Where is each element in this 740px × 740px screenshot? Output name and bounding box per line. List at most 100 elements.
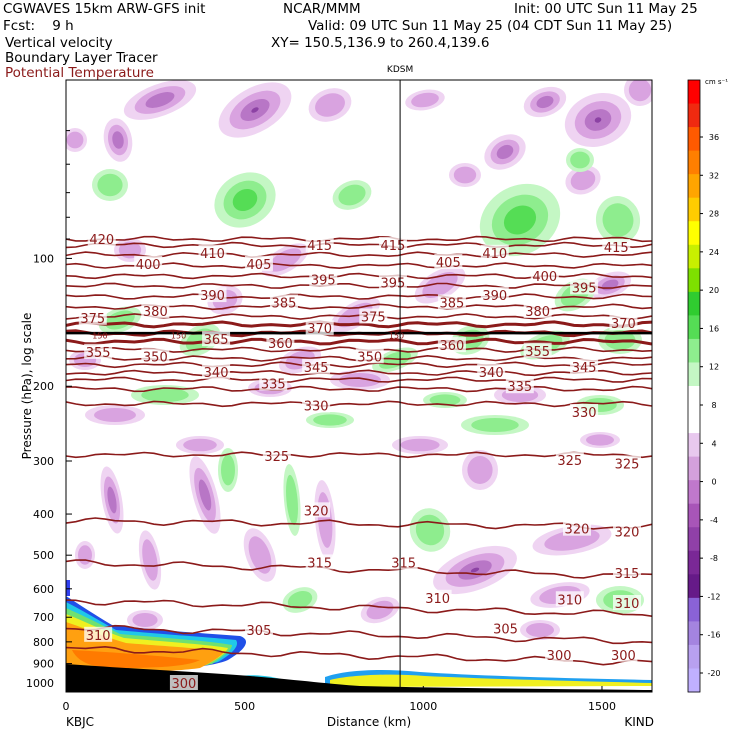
y-tick-label: 500 xyxy=(33,549,54,562)
contour-label: 335 xyxy=(507,380,532,395)
contour-label-bg xyxy=(302,502,331,518)
colorbar-swatch xyxy=(688,668,700,693)
velocity-cell xyxy=(339,373,381,387)
valid-time: Valid: 09 UTC Sun 11 May 25 (04 CDT Sun … xyxy=(308,18,673,34)
organization: NCAR/MMM xyxy=(283,1,361,17)
velocity-cell xyxy=(411,92,439,108)
station-label: KDSM xyxy=(387,65,413,75)
velocity-cell xyxy=(338,184,366,206)
velocity-cell xyxy=(287,591,313,609)
velocity-cell xyxy=(66,131,84,149)
contour-label: 380 xyxy=(143,305,168,320)
contour-label: 370 xyxy=(307,322,332,337)
contour-label: 395 xyxy=(311,273,336,288)
velocity-cell xyxy=(453,166,477,184)
contour-label-bg xyxy=(555,591,584,607)
vertical-velocity-shading xyxy=(66,80,652,640)
x-tick-label: 500 xyxy=(234,700,255,713)
contour-label-bg xyxy=(202,363,231,379)
contour-label: 325 xyxy=(557,454,582,469)
velocity-cell xyxy=(232,188,258,212)
contour-label: 410 xyxy=(482,247,507,262)
contour-label: 325 xyxy=(615,457,640,472)
velocity-cell xyxy=(570,151,590,169)
contour-label-bg xyxy=(141,303,170,319)
contour-label-bg xyxy=(87,230,116,246)
colorbar-swatch xyxy=(688,644,700,669)
colorbar-swatch xyxy=(688,480,700,505)
contour-label-bg xyxy=(523,303,552,319)
contour-label-bg xyxy=(423,589,452,605)
contour-label: 310 xyxy=(615,597,640,612)
velocity-cell xyxy=(586,434,614,446)
velocity-cell xyxy=(471,418,519,432)
isentrope-405 xyxy=(66,262,652,270)
isentrope-395 xyxy=(66,282,652,289)
velocity-cell xyxy=(503,205,537,235)
colorbar-label: -12 xyxy=(707,592,720,601)
colorbar-label: 0 xyxy=(711,478,716,487)
contour-label-bg xyxy=(437,294,466,310)
contour-label: 405 xyxy=(247,258,272,273)
colorbar-label: 12 xyxy=(709,363,719,372)
contour-label: 415 xyxy=(307,239,332,254)
contour-label-bg xyxy=(434,254,463,270)
contour-label: 415 xyxy=(381,239,406,254)
isentrope-390 xyxy=(66,293,652,300)
colorbar-swatch xyxy=(688,386,700,411)
isentrope-330 xyxy=(66,400,652,408)
y-tick-label: 900 xyxy=(33,658,54,671)
y-tick-label: 1000 xyxy=(26,677,54,690)
velocity-cell xyxy=(286,474,298,526)
isentrope-315 xyxy=(66,559,652,579)
contour-label: 410 xyxy=(200,247,225,262)
x-tick-label: 1000 xyxy=(409,700,437,713)
colorbar-label: 16 xyxy=(709,324,719,333)
colorbar-swatch xyxy=(688,503,700,528)
contour-label-bg xyxy=(198,287,227,303)
velocity-cell xyxy=(145,92,175,108)
velocity-cell xyxy=(526,623,554,637)
tracer-layer xyxy=(72,650,200,668)
contour-label-bg xyxy=(570,404,599,420)
contour-label-bg xyxy=(269,294,298,310)
colorbar-swatch xyxy=(688,362,700,387)
init-time: Init: 00 UTC Sun 11 May 25 xyxy=(514,1,698,17)
contour-label: 385 xyxy=(439,296,464,311)
contour-label: 355 xyxy=(86,346,111,361)
contour-label: 320 xyxy=(615,526,640,541)
velocity-cell xyxy=(594,117,602,123)
contour-label: 310 xyxy=(86,629,111,644)
contour-label: 365 xyxy=(204,333,229,348)
isentrope-415 xyxy=(66,241,652,249)
contour-label-bg xyxy=(609,315,638,331)
contour-label-bg xyxy=(612,455,641,471)
contour-label-bg xyxy=(523,342,552,358)
colorbar-swatch xyxy=(688,291,700,316)
start-station-label: KBJC xyxy=(66,715,94,729)
contour-label-bg xyxy=(530,267,559,283)
isentrope-340 xyxy=(66,376,652,383)
contour-label-bg xyxy=(305,237,334,253)
isentrope-420 xyxy=(66,235,652,243)
colorbar-swatch xyxy=(688,221,700,246)
contour-label: 315 xyxy=(391,556,416,571)
colorbar-swatch xyxy=(688,527,700,552)
colorbar-swatch xyxy=(688,621,700,646)
velocity-cell xyxy=(198,479,212,511)
contour-label-bg xyxy=(570,358,599,374)
contour-label-bg xyxy=(555,451,584,467)
isentrope-325 xyxy=(66,451,652,459)
colorbar-label: 32 xyxy=(709,171,719,180)
isentrope-410 xyxy=(66,251,652,259)
field-vertical-velocity: Vertical velocity xyxy=(5,35,113,51)
contour-label-bg xyxy=(141,348,170,364)
contour-label: 370 xyxy=(611,317,636,332)
contour-label: 395 xyxy=(572,281,597,296)
colorbar-label: -16 xyxy=(707,631,720,640)
colorbar-swatch xyxy=(688,103,700,128)
contour-label: 350 xyxy=(143,350,168,365)
contour-label-bg xyxy=(84,343,113,359)
contour-label: 420 xyxy=(89,233,114,248)
colorbar-swatch xyxy=(688,197,700,222)
